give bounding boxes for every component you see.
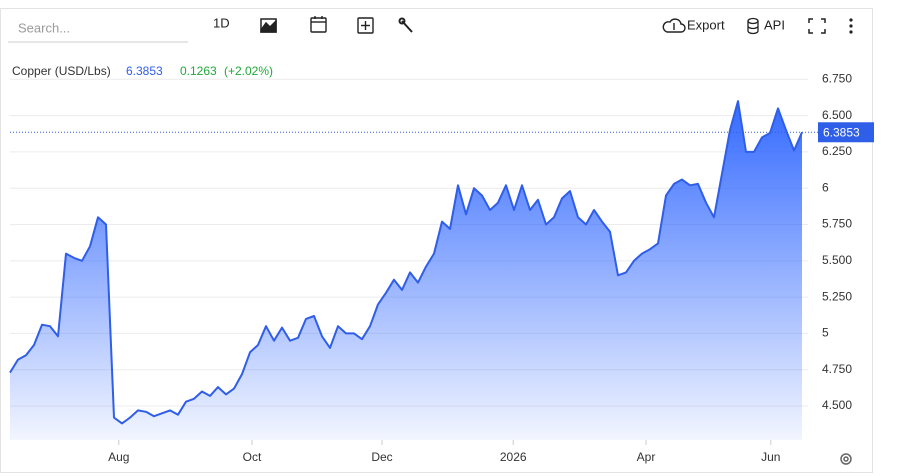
- compare-icon[interactable]: [357, 17, 374, 34]
- settings-gear[interactable]: [840, 453, 852, 465]
- x-tick-label: Apr: [637, 450, 656, 464]
- y-tick-label: 5: [822, 326, 829, 340]
- api-icon[interactable]: [747, 17, 759, 35]
- export-icon[interactable]: [662, 18, 686, 33]
- x-tick-label: 2026: [500, 450, 527, 464]
- y-tick-label: 6.500: [822, 108, 852, 122]
- export-button[interactable]: Export: [687, 17, 725, 32]
- settings-tool-icon[interactable]: [398, 17, 413, 33]
- x-tick-label: Oct: [243, 450, 262, 464]
- y-tick-label: 5.250: [822, 289, 852, 303]
- interval-button[interactable]: 1D: [213, 15, 230, 30]
- x-tick-label: Dec: [371, 450, 392, 464]
- last-price: 6.3853: [126, 64, 163, 78]
- api-button[interactable]: API: [764, 17, 785, 32]
- chart-type-icon[interactable]: [260, 18, 277, 33]
- price-line: [9, 100, 803, 425]
- last-price-box: [818, 122, 874, 143]
- panel-border: [0, 8, 873, 473]
- y-tick-label: 6.750: [822, 71, 852, 85]
- area: [10, 101, 802, 440]
- instrument-name: Copper (USD/Lbs): [12, 64, 111, 78]
- calendar-icon[interactable]: [310, 16, 327, 33]
- y-tick-label: 6: [822, 180, 829, 194]
- x-tick-label: Aug: [108, 450, 129, 464]
- x-tick-label: Jun: [761, 450, 780, 464]
- menu-icon[interactable]: [849, 18, 853, 34]
- y-tick-label: 4.500: [822, 398, 852, 412]
- plot-area: 4.500 4.750 5 5.250 5.500 5.750 6 6.250 6.500 6.7…: [9, 71, 874, 464]
- y-tick-label: 5.750: [822, 217, 852, 231]
- y-tick-label: 6.250: [822, 144, 852, 158]
- price-change-percent: (+2.02%): [224, 64, 273, 78]
- y-tick-label: 4.750: [822, 362, 852, 376]
- fullscreen-icon[interactable]: [808, 18, 826, 34]
- last-price-label: 6.3853: [823, 125, 860, 139]
- search-input[interactable]: Search...: [18, 20, 70, 35]
- price-change: 0.1263: [180, 64, 217, 78]
- y-tick-label: 5.500: [822, 253, 852, 267]
